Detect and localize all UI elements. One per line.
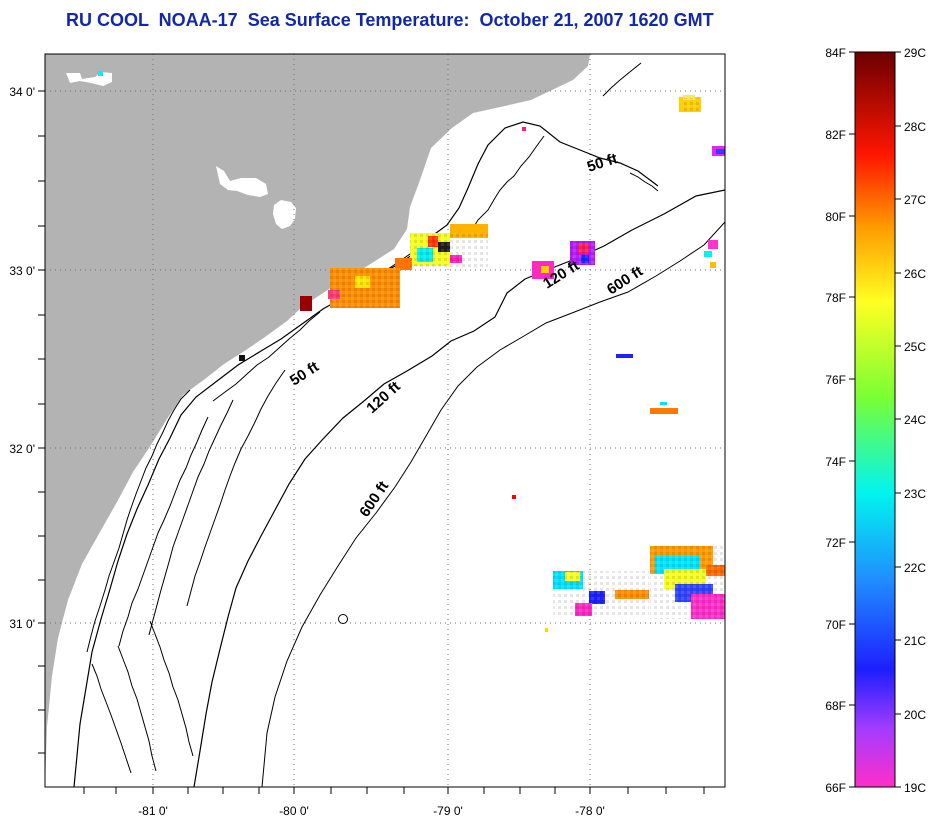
fahrenheit-label: 80F (825, 210, 846, 224)
celsius-label: 25C (904, 340, 926, 354)
longitude-labels: -81 0' -80 0' -79 0' -78 0' (138, 804, 605, 817)
latitude-label: 32 0' (9, 442, 35, 456)
latitude-labels: 34 0' 33 0' 32 0' 31 0' (9, 85, 35, 631)
temperature-pixel (545, 628, 548, 632)
fahrenheit-label: 74F (825, 455, 846, 469)
map-axes (38, 53, 726, 794)
temperature-colorbar: 84F 82F 80F 78F 76F 74F 72F 70F 68F 66F … (825, 46, 926, 795)
temperature-patch (532, 241, 595, 279)
celsius-label: 21C (904, 634, 926, 648)
temperature-patch (679, 95, 701, 112)
fahrenheit-label: 70F (825, 618, 846, 632)
temperature-pixel (512, 495, 516, 499)
colorbar-ticks (849, 51, 901, 788)
celsius-label: 29C (904, 46, 926, 60)
fahrenheit-label: 84F (825, 46, 846, 60)
temperature-pixel (98, 71, 103, 76)
temperature-patch (704, 240, 718, 268)
inland-lake-feature (52, 717, 64, 739)
coastal-detail-lines (86, 62, 659, 774)
celsius-label: 19C (904, 781, 926, 795)
longitude-label: -79 0' (433, 804, 463, 817)
celsius-label: 20C (904, 708, 926, 722)
celsius-label: 23C (904, 487, 926, 501)
fahrenheit-label: 72F (825, 536, 846, 550)
latitude-label: 33 0' (9, 264, 35, 278)
sst-observations (98, 71, 725, 632)
temperature-pixel (522, 127, 526, 131)
inland-lake-feature (216, 166, 268, 197)
temperature-pixel (239, 355, 245, 361)
fahrenheit-label: 82F (825, 128, 846, 142)
celsius-label: 22C (904, 561, 926, 575)
temperature-patch (395, 224, 488, 270)
fahrenheit-label: 76F (825, 373, 846, 387)
celsius-labels: 29C 28C 27C 26C 25C 24C 23C 22C 21C 20C … (904, 46, 926, 795)
celsius-label: 27C (904, 193, 926, 207)
longitude-label: -81 0' (138, 804, 168, 817)
celsius-label: 26C (904, 267, 926, 281)
latitude-label: 34 0' (9, 85, 35, 99)
longitude-label: -78 0' (575, 804, 605, 817)
temperature-patch (712, 146, 725, 156)
latitude-label: 31 0' (9, 617, 35, 631)
contour-600-ft (261, 221, 725, 787)
fahrenheit-labels: 84F 82F 80F 78F 76F 74F 72F 70F 68F 66F (825, 46, 846, 795)
fahrenheit-label: 78F (825, 291, 846, 305)
colorbar-gradient (854, 51, 896, 788)
celsius-label: 24C (904, 413, 926, 427)
temperature-patch (616, 354, 678, 414)
temperature-patch (553, 571, 649, 616)
temperature-patch (300, 268, 400, 311)
temperature-patch (650, 546, 725, 619)
longitude-label: -80 0' (279, 804, 309, 817)
fahrenheit-label: 68F (825, 699, 846, 713)
fahrenheit-label: 66F (825, 781, 846, 795)
celsius-label: 28C (904, 120, 926, 134)
inland-lake-feature (273, 200, 296, 229)
bathymetry-seamount (338, 614, 348, 624)
coastal-land-area (45, 54, 590, 787)
map-title: RU COOL NOAA-17 Sea Surface Temperature:… (66, 10, 714, 30)
